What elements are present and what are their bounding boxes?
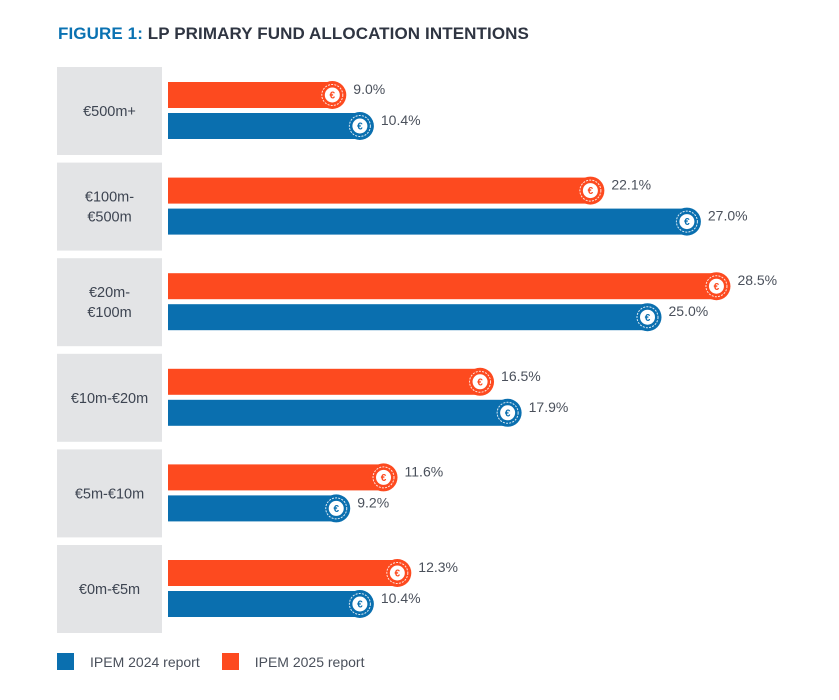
category-label: €0m-€5m: [79, 582, 140, 598]
bar: [168, 208, 687, 235]
bar: [168, 113, 360, 139]
euro-coin-icon: €: [705, 275, 728, 298]
bar-2025: €22.1%: [168, 176, 651, 205]
bar-2024: €10.4%: [168, 590, 421, 618]
category-group: €20m-€100m€ 28.5%€ 25.0%: [57, 258, 777, 347]
value-label: 10.4%: [381, 112, 421, 128]
chart-title: FIGURE 1: LP PRIMARY FUND ALLOCATION INT…: [58, 24, 529, 44]
legend-swatch-2025: [221, 653, 239, 670]
bar-2024: €27.0%: [168, 207, 748, 236]
bar-2025: €11.6%: [168, 463, 444, 492]
value-label: 28.5%: [737, 272, 777, 288]
svg-text:€: €: [477, 377, 483, 388]
bar: [168, 495, 337, 522]
category-box: [57, 353, 162, 442]
svg-text:€: €: [505, 408, 511, 419]
bar-2025: €28.5%: [168, 272, 777, 301]
euro-coin-icon: €: [496, 401, 519, 424]
category-group: €0m-€5m€ 12.3%€ 10.4%: [57, 545, 458, 633]
category-label: €20m-: [89, 285, 130, 301]
euro-coin-icon: €: [325, 497, 348, 520]
bar-2025: €16.5%: [168, 367, 541, 396]
euro-coin-icon: €: [348, 115, 371, 137]
svg-text:€: €: [330, 91, 336, 102]
value-label: 17.9%: [529, 399, 569, 415]
category-group: €5m-€10m€ 11.6%€ 9.2%: [57, 449, 444, 538]
figure-title: LP PRIMARY FUND ALLOCATION INTENTIONS: [147, 24, 529, 43]
svg-text:€: €: [645, 313, 651, 324]
value-label: 22.1%: [611, 177, 651, 193]
category-label: €5m-€10m: [75, 486, 144, 502]
bar: [168, 560, 398, 586]
category-label: €100m-: [85, 190, 134, 206]
svg-text:€: €: [684, 217, 690, 228]
category-label: €100m: [87, 305, 131, 321]
value-label: 16.5%: [501, 368, 541, 384]
category-label: €500m: [87, 210, 131, 226]
svg-text:€: €: [395, 569, 401, 580]
euro-coin-icon: €: [675, 210, 698, 233]
value-label: 12.3%: [418, 559, 458, 575]
legend-label-2025: IPEM 2025 report: [254, 653, 365, 670]
bar: [168, 304, 648, 331]
category-group: €500m+€ 9.0%€ 10.4%: [57, 67, 421, 155]
euro-coin-icon: €: [348, 593, 371, 615]
value-label: 9.0%: [353, 81, 385, 97]
svg-text:€: €: [588, 186, 594, 197]
category-box: [57, 258, 162, 347]
value-label: 10.4%: [381, 590, 421, 606]
bar-2025: €9.0%: [168, 81, 385, 109]
bar: [168, 82, 333, 108]
euro-coin-icon: €: [469, 370, 492, 393]
value-label: 11.6%: [405, 463, 444, 479]
category-label: €500m+: [83, 104, 136, 120]
bar-chart: €500m+€ 9.0%€ 10.4%€100m-€500m€ 22.1%€ 27.0%…: [57, 67, 777, 633]
value-label: 27.0%: [708, 208, 748, 224]
svg-text:€: €: [357, 600, 363, 611]
bar: [168, 591, 360, 617]
category-box: [57, 449, 162, 538]
euro-coin-icon: €: [579, 179, 602, 202]
bar-2024: €9.2%: [168, 494, 389, 523]
legend-swatch-2024: [57, 653, 74, 670]
svg-text:€: €: [714, 282, 720, 293]
bar: [168, 368, 481, 395]
legend: IPEM 2024 report IPEM 2025 report: [57, 653, 386, 670]
value-label: 25.0%: [669, 303, 709, 319]
category-box: [57, 67, 162, 155]
legend-label-2024: IPEM 2024 report: [90, 653, 200, 670]
bar: [168, 464, 384, 491]
category-label: €10m-€20m: [71, 391, 148, 407]
euro-coin-icon: €: [372, 466, 395, 489]
legend-item-2024: IPEM 2024 report: [57, 653, 200, 670]
euro-coin-icon: €: [636, 306, 659, 329]
bar-2024: €10.4%: [168, 112, 421, 140]
figure-number: FIGURE 1:: [58, 24, 143, 43]
svg-text:€: €: [333, 504, 339, 515]
category-box: [57, 545, 162, 633]
svg-text:€: €: [381, 473, 387, 484]
bar: [168, 177, 591, 204]
bar-2024: €25.0%: [168, 303, 709, 332]
value-label: 9.2%: [357, 494, 389, 510]
category-group: €100m-€500m€ 22.1%€ 27.0%: [57, 162, 748, 251]
bar-2025: €12.3%: [168, 559, 458, 587]
legend-item-2025: IPEM 2025 report: [221, 653, 365, 670]
euro-coin-icon: €: [321, 84, 344, 106]
svg-text:€: €: [357, 122, 363, 133]
bar: [168, 399, 508, 426]
category-group: €10m-€20m€ 16.5%€ 17.9%: [57, 353, 569, 442]
bar-2024: €17.9%: [168, 398, 569, 427]
category-box: [57, 162, 162, 251]
euro-coin-icon: €: [386, 562, 409, 584]
bar: [168, 273, 717, 300]
